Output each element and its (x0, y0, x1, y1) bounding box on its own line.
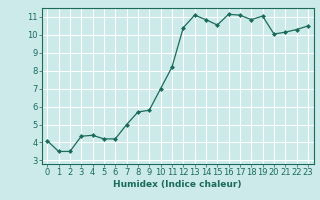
X-axis label: Humidex (Indice chaleur): Humidex (Indice chaleur) (113, 180, 242, 189)
